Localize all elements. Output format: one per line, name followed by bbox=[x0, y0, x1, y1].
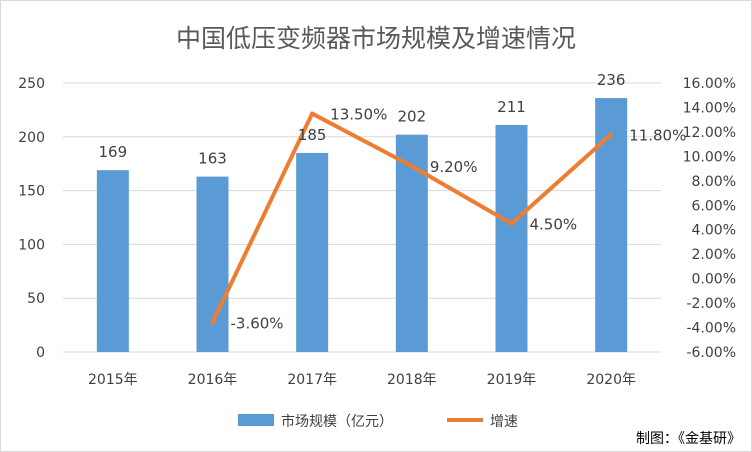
y-left-tick-label: 150 bbox=[18, 184, 45, 200]
x-tick-label: 2020年 bbox=[586, 372, 636, 388]
y-left-tick-label: 200 bbox=[18, 130, 45, 146]
bar-series bbox=[96, 98, 628, 353]
y-right-tick-label: 16.00% bbox=[683, 76, 736, 92]
y-right-tick-label: 12.00% bbox=[683, 125, 736, 141]
line-data-label: -3.60% bbox=[231, 315, 284, 333]
bar bbox=[595, 98, 628, 353]
bar-data-label: 202 bbox=[398, 108, 427, 126]
line-data-label: 13.50% bbox=[330, 106, 387, 124]
bar-data-label: 185 bbox=[298, 126, 327, 144]
y-left-tick-label: 0 bbox=[36, 345, 45, 361]
y-left-tick-label: 50 bbox=[27, 291, 45, 307]
legend-line-label: 增速 bbox=[490, 414, 518, 430]
y-axis-right: -6.00% -4.00% -2.00% 0.00% 2.00% 4.00% 6.00% 8.… bbox=[683, 76, 736, 361]
y-right-tick-label: 0.00% bbox=[692, 272, 736, 288]
line-point bbox=[509, 221, 514, 226]
bar-data-label: 169 bbox=[99, 143, 128, 161]
y-right-tick-label: 4.00% bbox=[692, 223, 736, 239]
line-point bbox=[210, 320, 215, 325]
legend-bar-label: 市场规模（亿元） bbox=[281, 413, 393, 430]
line-series bbox=[210, 111, 614, 325]
y-left-tick-label: 100 bbox=[18, 237, 45, 253]
x-tick-label: 2018年 bbox=[387, 372, 437, 388]
line-point bbox=[609, 132, 614, 137]
chart-title: 中国低压变频器市场规模及增速情况 bbox=[176, 24, 576, 53]
data-labels: 169 163 185 202 211 236 -3.60% 13.50% 9.20% 4.50%… bbox=[99, 71, 687, 333]
y-right-tick-label: 6.00% bbox=[692, 198, 736, 214]
x-tick-label: 2016年 bbox=[188, 372, 238, 388]
line-point bbox=[409, 164, 414, 169]
legend-bar-swatch bbox=[238, 414, 274, 426]
bar bbox=[296, 152, 329, 352]
y-right-tick-label: 14.00% bbox=[683, 100, 736, 116]
bar-data-label: 211 bbox=[497, 98, 526, 116]
y-right-tick-label: 2.00% bbox=[692, 247, 736, 263]
y-right-tick-label: -6.00% bbox=[686, 345, 736, 361]
x-tick-label: 2019年 bbox=[487, 372, 537, 388]
line-point bbox=[310, 111, 315, 116]
y-axis-left: 0 50 100 150 200 250 bbox=[18, 76, 45, 361]
y-right-tick-label: -2.00% bbox=[686, 296, 736, 312]
gridlines bbox=[63, 82, 661, 353]
bar bbox=[495, 124, 528, 353]
y-right-tick-label: 8.00% bbox=[692, 174, 736, 190]
source-note: 制图：《金基研》 bbox=[636, 430, 741, 447]
y-left-tick-label: 250 bbox=[18, 76, 45, 92]
bar bbox=[196, 176, 229, 352]
x-axis: 2015年 2016年 2017年 2018年 2019年 2020年 bbox=[88, 372, 636, 388]
x-tick-label: 2015年 bbox=[88, 372, 138, 388]
line-data-label: 4.50% bbox=[530, 216, 578, 234]
line-data-label: 9.20% bbox=[430, 158, 478, 176]
bar-data-label: 163 bbox=[198, 150, 227, 168]
legend: 市场规模（亿元） 增速 bbox=[238, 413, 518, 430]
line-data-label: 11.80% bbox=[629, 126, 686, 144]
y-right-tick-label: -4.00% bbox=[686, 321, 736, 337]
y-right-tick-label: 10.00% bbox=[683, 149, 736, 165]
bar bbox=[96, 170, 129, 352]
bar-data-label: 236 bbox=[597, 71, 626, 89]
x-tick-label: 2017年 bbox=[287, 372, 337, 388]
